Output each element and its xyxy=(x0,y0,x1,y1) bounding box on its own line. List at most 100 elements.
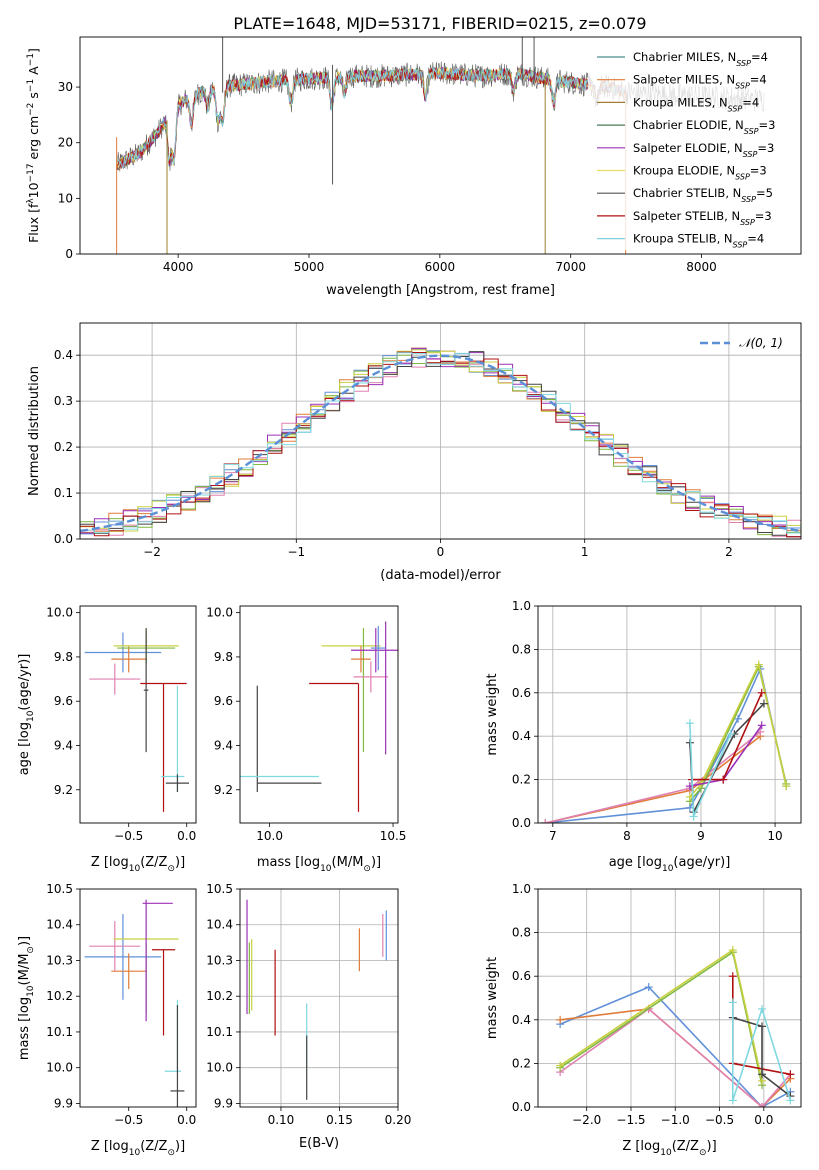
y-tick-label: 1.0 xyxy=(512,882,531,896)
data-point xyxy=(165,774,190,792)
series-marker xyxy=(757,688,766,697)
x-axis-label-part: 10 xyxy=(320,864,332,874)
data-point xyxy=(89,663,141,695)
x-tick-label: 2 xyxy=(725,545,733,559)
x-axis-label-part: 10 xyxy=(129,864,141,874)
axes-frame xyxy=(79,605,197,824)
x-axis-label: Z [log10(Z/Z⊙)] xyxy=(622,1139,716,1158)
x-tick-label: 7000 xyxy=(555,260,586,274)
x-axis-label-part: (Z/Z xyxy=(140,1139,167,1154)
axes-mass_weight_vs_Z: −2.0 −1.5 −1.0 −0.5 0.0 0.0 0.2 0.4 0.6 0.8 1.0 Z [… xyxy=(485,882,802,1158)
x-axis-label-part: (Z/Z xyxy=(140,855,167,870)
legend-label: Salpeter ELODIE, NSSP=3 xyxy=(633,141,774,159)
x-axis-label-part: )] xyxy=(175,1139,185,1154)
y-tick-label: 20 xyxy=(58,136,73,150)
y-axis-label: Normed distribution xyxy=(27,366,42,496)
axes-frame xyxy=(79,36,802,255)
y-axis-label-part: (M/M xyxy=(17,954,32,986)
legend-subscript: SSP xyxy=(741,195,756,204)
y-axis-label: mass [log10(M/M⊙)] xyxy=(17,936,36,1060)
plot-area-mass_vs_ebv xyxy=(246,899,387,1100)
x-tick-label: 10 xyxy=(767,829,782,843)
plot-area-mass_vs_Z xyxy=(84,899,185,1107)
x-axis-label: mass [log10(M/M⊙)] xyxy=(257,855,381,874)
series-marker xyxy=(758,1103,767,1107)
data-point xyxy=(89,921,141,972)
x-tick-label: 5000 xyxy=(294,260,325,274)
legend-text: Chabrier MILES, N xyxy=(633,50,736,64)
y-tick-label: 0.0 xyxy=(512,816,531,830)
series-line xyxy=(545,666,787,823)
axes-frame xyxy=(537,888,802,1108)
x-axis-label-part: ⊙ xyxy=(363,864,371,874)
legend-suffix: =3 xyxy=(759,118,776,132)
x-axis-label-part: (M/M xyxy=(332,855,364,870)
x-axis-label-part: 10 xyxy=(129,1148,141,1158)
y-axis-label-part: ] xyxy=(26,48,41,53)
y-axis-label-part: 10 xyxy=(26,182,41,198)
y-tick-label: 0.4 xyxy=(54,348,73,362)
x-axis-label-part: )] xyxy=(371,855,381,870)
axes-spectrum: 4000 5000 6000 7000 8000 0 10 20 30 Chabrier MILE… xyxy=(26,36,802,298)
y-tick-label: 9.6 xyxy=(214,694,233,708)
histogram-cyan xyxy=(80,352,801,538)
y-tick-label: 0.0 xyxy=(512,1100,531,1114)
legend-subscript: SSP xyxy=(740,217,755,226)
series-marker xyxy=(782,782,791,791)
series-line xyxy=(689,662,787,798)
x-axis-label-part: ⊙ xyxy=(699,1148,707,1158)
legend-label: Salpeter MILES, NSSP=4 xyxy=(633,73,767,91)
x-axis-label-part: Z [log xyxy=(91,1139,129,1154)
x-axis-label-part: ⊙ xyxy=(167,864,175,874)
axes-frame xyxy=(79,322,802,540)
series-marker xyxy=(757,721,766,730)
y-tick-label: 0.4 xyxy=(512,1013,531,1027)
y-tick-label: 0.0 xyxy=(54,532,73,546)
x-tick-label: 1 xyxy=(581,545,589,559)
axes-residuals: −2 −1 0 1 2 0.0 0.1 0.2 0.3 0.4 𝒩(0, 1) (data-model… xyxy=(27,322,802,583)
x-tick-label: −2 xyxy=(143,545,161,559)
legend-label: Chabrier MILES, NSSP=4 xyxy=(633,50,768,68)
legend-suffix: =4 xyxy=(747,232,764,246)
y-tick-label: 0 xyxy=(65,247,73,261)
series-marker xyxy=(786,1070,795,1079)
data-point xyxy=(111,645,147,673)
legend-text: Kroupa MILES, N xyxy=(633,95,728,109)
series-marker xyxy=(685,719,694,728)
y-tick-label: 9.4 xyxy=(54,739,73,753)
series-marker xyxy=(728,998,737,1007)
y-tick-label: 10.2 xyxy=(206,989,233,1003)
axes-age_vs_Z: −0.5 0.09.29.49.69.810.0Z [log10(Z/Z⊙)]ag… xyxy=(17,605,197,874)
y-tick-label: 1.0 xyxy=(512,599,531,613)
x-axis-label: E(B-V) xyxy=(299,1136,339,1151)
y-tick-label: 0.2 xyxy=(512,1056,531,1070)
axes-age_vs_mass: 10.0 10.5 9.2 9.4 9.6 9.8 10.0 mass [log10(M/M⊙… xyxy=(206,605,407,874)
axes-frame xyxy=(79,888,197,1108)
x-tick-label: 10.5 xyxy=(380,829,407,843)
x-tick-label: −0.5 xyxy=(114,829,143,843)
normal-curve xyxy=(80,354,801,533)
y-tick-label: 0.2 xyxy=(54,440,73,454)
series-line xyxy=(732,1016,791,1097)
y-axis-label-part: ⊙ xyxy=(26,946,36,954)
plot-area-age_vs_mass xyxy=(240,621,398,812)
x-tick-label: 0.10 xyxy=(268,1113,295,1127)
x-tick-label: −1.5 xyxy=(616,1113,645,1127)
x-tick-label: −1.0 xyxy=(661,1113,690,1127)
legend-label: Chabrier STELIB, NSSP=5 xyxy=(633,186,773,204)
x-axis-label: (data-model)/error xyxy=(380,568,501,583)
y-axis-label-part: Flux [f xyxy=(26,203,41,243)
y-tick-label: 9.4 xyxy=(214,739,233,753)
series-line xyxy=(559,1007,792,1107)
legend-subscript: SSP xyxy=(735,172,750,181)
plot-area-age_vs_Z xyxy=(84,628,190,812)
series-marker xyxy=(758,1070,767,1079)
legend-suffix: =5 xyxy=(756,186,773,200)
legend-text: Salpeter MILES, N xyxy=(633,73,735,87)
y-tick-label: 10.0 xyxy=(206,1061,233,1075)
plot-area-spectrum xyxy=(116,37,765,254)
axes-frame xyxy=(537,605,802,824)
y-axis-label-part: −1 xyxy=(26,53,36,66)
